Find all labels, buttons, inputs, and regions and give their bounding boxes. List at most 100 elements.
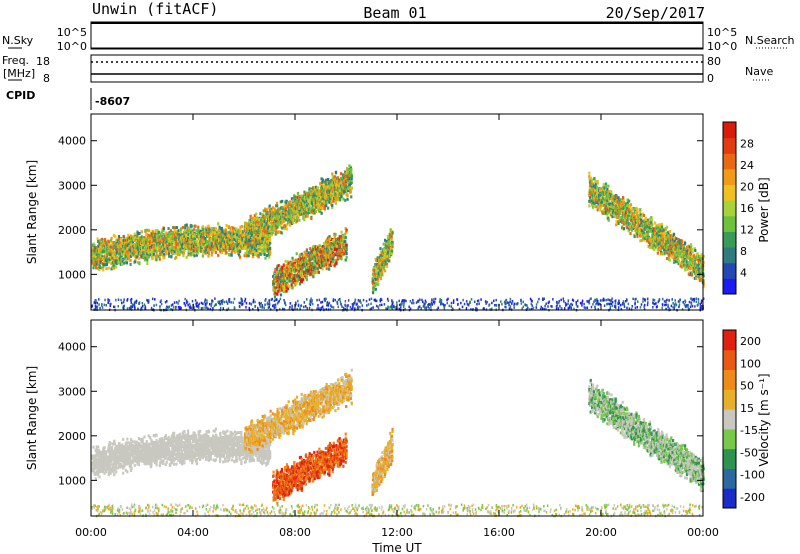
- echo-cell: [255, 245, 258, 249]
- echo-cell: [379, 276, 383, 280]
- echo-cell: [220, 251, 224, 255]
- echo-cell: [153, 243, 156, 247]
- echo-cell: [161, 242, 165, 246]
- echo-cell: [174, 255, 178, 259]
- echo-cell: [165, 239, 168, 243]
- echo-cell: [198, 235, 201, 239]
- echo-cell: [116, 256, 120, 260]
- echo-cell: [224, 232, 228, 236]
- echo-cell: [158, 257, 161, 261]
- echo-cell: [107, 266, 110, 270]
- echo-cell: [321, 267, 324, 271]
- echo-cell: [112, 247, 115, 251]
- echo-cell: [157, 231, 160, 235]
- echo-cell: [285, 227, 288, 231]
- echo-cell: [302, 278, 305, 282]
- echo-cell: [291, 286, 294, 290]
- echo-cell: [377, 280, 380, 284]
- echo-cell: [326, 206, 330, 210]
- echo-cell: [221, 228, 224, 232]
- echo-cell: [220, 226, 224, 230]
- echo-cell: [173, 226, 177, 230]
- echo-cell: [100, 253, 103, 257]
- echo-cell: [242, 247, 245, 251]
- echo-cell: [288, 279, 291, 283]
- echo-cell: [253, 248, 256, 252]
- echo-cell: [143, 258, 147, 262]
- echo-cell: [102, 264, 105, 268]
- echo-cell: [167, 227, 170, 231]
- freq-tick-bottom: 8: [43, 72, 50, 85]
- echo-cell: [201, 225, 205, 229]
- echo-cell: [229, 227, 232, 231]
- echo-cell: [233, 235, 236, 239]
- echo-cell: [346, 194, 349, 198]
- echo-cell: [239, 225, 242, 229]
- echo-cell: [381, 273, 384, 277]
- echo-cell: [246, 254, 249, 258]
- echo-cell: [217, 235, 220, 239]
- echo-cell: [216, 231, 219, 235]
- echo-cell: [219, 250, 222, 254]
- echo-cell: [134, 260, 137, 264]
- echo-cell: [110, 251, 113, 255]
- echo-cell: [145, 238, 148, 242]
- echo-cell: [116, 261, 119, 265]
- echo-cell: [114, 261, 117, 265]
- nsearch-tick-top: 10^5: [707, 26, 737, 39]
- echo-cell: [150, 236, 153, 240]
- echo-cell: [198, 232, 201, 236]
- echo-cell: [238, 246, 241, 250]
- echo-cell: [136, 233, 139, 237]
- echo-cell: [257, 255, 260, 259]
- echo-cell: [148, 243, 152, 247]
- echo-cell: [127, 233, 130, 237]
- echo-cell: [235, 235, 238, 239]
- echo-cell: [191, 229, 194, 233]
- echo-cell: [298, 218, 301, 222]
- echo-cell: [174, 238, 177, 242]
- echo-cell: [212, 236, 215, 240]
- echo-cell: [111, 261, 115, 265]
- echo-cell: [180, 250, 183, 254]
- echo-cell: [154, 233, 157, 237]
- echo-cell: [167, 251, 171, 255]
- echo-cell: [152, 252, 155, 256]
- echo-cell: [244, 252, 248, 256]
- echo-cell: [100, 248, 103, 252]
- echo-cell: [250, 244, 254, 248]
- echo-cell: [248, 238, 251, 242]
- echo-cell: [344, 198, 347, 202]
- echo-cell: [243, 254, 246, 258]
- echo-cell: [101, 250, 104, 254]
- echo-cell: [201, 235, 204, 239]
- echo-cell: [177, 229, 180, 233]
- echo-cell: [103, 259, 106, 263]
- echo-cell: [224, 249, 227, 253]
- echo-cell: [316, 186, 319, 190]
- echo-cell: [334, 170, 338, 174]
- echo-cell: [205, 240, 209, 244]
- echo-cell: [213, 244, 217, 248]
- echo-cell: [237, 251, 240, 255]
- echo-cell: [208, 235, 211, 239]
- echo-cell: [175, 235, 178, 239]
- echo-cell: [284, 259, 287, 263]
- echo-cell: [135, 239, 138, 243]
- echo-cell: [115, 251, 118, 255]
- echo-cell: [350, 177, 353, 181]
- echo-cell: [113, 256, 116, 260]
- echo-cell: [163, 256, 166, 260]
- echo-cell: [231, 245, 234, 249]
- echo-cell: [116, 248, 119, 252]
- echo-cell: [95, 262, 98, 266]
- echo-cell: [94, 254, 97, 258]
- echo-cell: [155, 254, 159, 258]
- echo-cell: [269, 246, 272, 250]
- echo-cell: [167, 254, 171, 258]
- echo-cell: [252, 243, 256, 247]
- echo-cell: [233, 250, 236, 254]
- echo-cell: [185, 242, 188, 246]
- echo-cell: [103, 250, 106, 254]
- echo-cell: [197, 225, 200, 229]
